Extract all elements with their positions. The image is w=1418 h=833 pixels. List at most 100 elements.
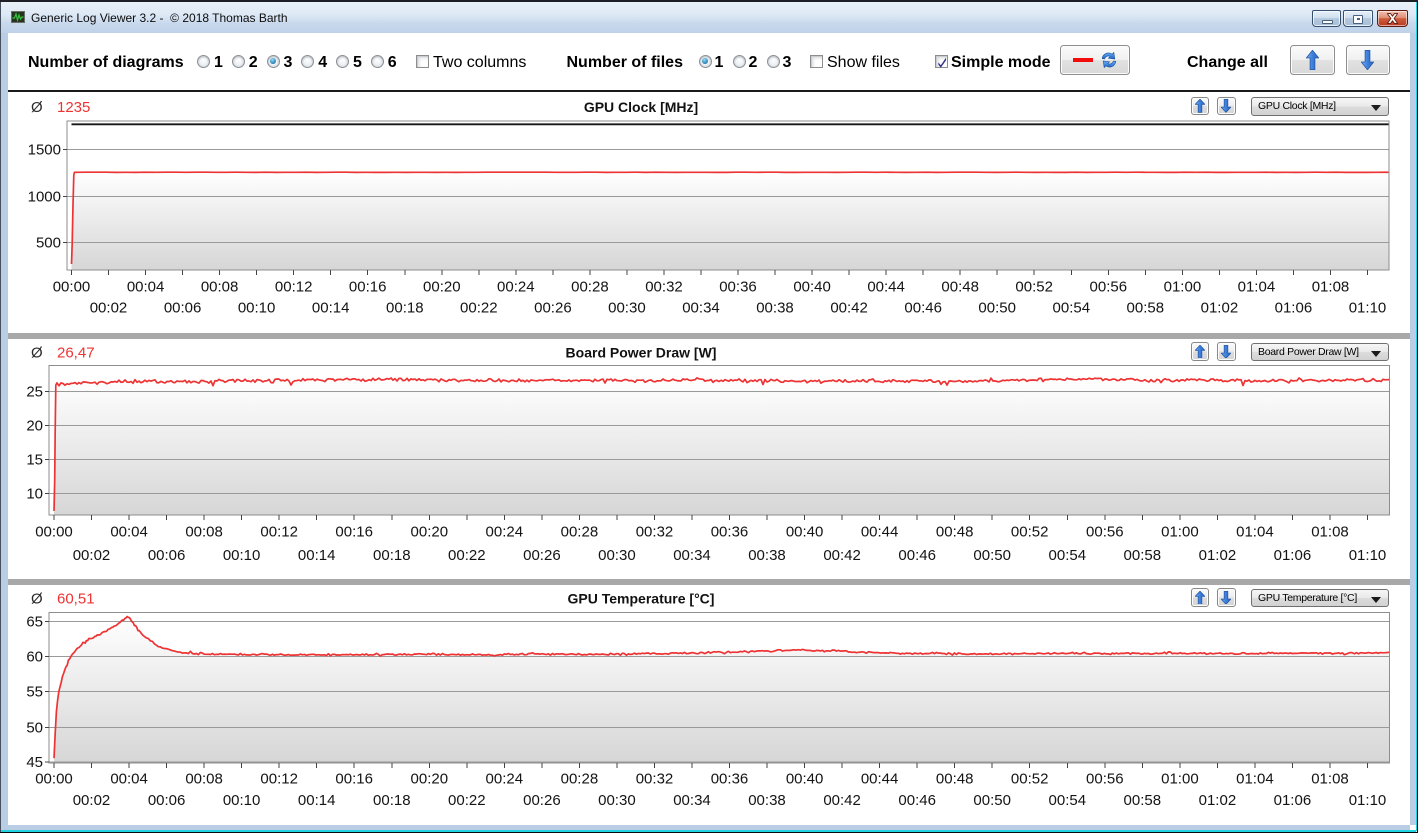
svg-text:00:36: 00:36 [711, 524, 749, 541]
svg-text:00:34: 00:34 [682, 300, 720, 317]
svg-text:00:50: 00:50 [978, 300, 1016, 317]
svg-text:00:08: 00:08 [185, 524, 223, 541]
svg-text:00:52: 00:52 [1011, 524, 1049, 541]
svg-text:1000: 1000 [28, 189, 61, 206]
svg-text:00:00: 00:00 [35, 524, 73, 541]
svg-text:00:22: 00:22 [448, 547, 486, 564]
svg-text:00:54: 00:54 [1049, 792, 1087, 809]
svg-text:00:10: 00:10 [223, 547, 261, 564]
svg-text:01:06: 01:06 [1275, 300, 1313, 317]
svg-text:01:00: 01:00 [1161, 771, 1199, 788]
svg-text:00:08: 00:08 [201, 279, 239, 296]
svg-text:00:04: 00:04 [110, 771, 148, 788]
svg-text:00:12: 00:12 [275, 279, 313, 296]
svg-text:00:56: 00:56 [1086, 771, 1124, 788]
svg-text:01:06: 01:06 [1274, 547, 1312, 564]
svg-text:00:22: 00:22 [448, 792, 486, 809]
svg-text:50: 50 [26, 720, 43, 737]
svg-text:00:00: 00:00 [53, 279, 91, 296]
svg-text:00:12: 00:12 [260, 771, 298, 788]
svg-text:00:46: 00:46 [898, 547, 936, 564]
svg-text:00:58: 00:58 [1127, 300, 1165, 317]
svg-text:00:44: 00:44 [867, 279, 905, 296]
svg-text:00:50: 00:50 [973, 792, 1011, 809]
svg-text:01:08: 01:08 [1312, 279, 1350, 296]
svg-text:01:00: 01:00 [1161, 524, 1199, 541]
svg-text:00:44: 00:44 [861, 524, 899, 541]
svg-text:00:20: 00:20 [411, 524, 449, 541]
svg-text:00:24: 00:24 [497, 279, 535, 296]
svg-text:00:02: 00:02 [90, 300, 128, 317]
svg-text:00:26: 00:26 [523, 547, 561, 564]
svg-text:00:40: 00:40 [786, 771, 824, 788]
svg-text:01:00: 01:00 [1164, 279, 1202, 296]
svg-text:00:34: 00:34 [673, 547, 711, 564]
svg-text:60: 60 [26, 649, 43, 666]
svg-text:00:18: 00:18 [373, 792, 411, 809]
svg-text:00:02: 00:02 [73, 547, 111, 564]
svg-text:00:24: 00:24 [486, 524, 524, 541]
svg-text:00:16: 00:16 [349, 279, 387, 296]
svg-text:00:58: 00:58 [1124, 547, 1162, 564]
svg-text:GPU Temperature [°C]: GPU Temperature [°C] [568, 591, 715, 607]
svg-text:00:08: 00:08 [185, 771, 223, 788]
svg-text:00:48: 00:48 [941, 279, 979, 296]
svg-text:00:30: 00:30 [598, 792, 636, 809]
svg-text:00:16: 00:16 [335, 771, 373, 788]
svg-text:20: 20 [26, 418, 43, 435]
svg-text:00:00: 00:00 [35, 771, 73, 788]
svg-text:25: 25 [26, 384, 43, 401]
svg-text:Ø: Ø [31, 591, 43, 608]
svg-text:00:38: 00:38 [748, 792, 786, 809]
svg-text:00:06: 00:06 [148, 547, 186, 564]
svg-text:00:42: 00:42 [823, 792, 861, 809]
svg-text:01:10: 01:10 [1349, 547, 1387, 564]
svg-text:00:46: 00:46 [898, 792, 936, 809]
svg-text:01:08: 01:08 [1311, 524, 1349, 541]
svg-text:00:14: 00:14 [312, 300, 350, 317]
svg-text:00:34: 00:34 [673, 792, 711, 809]
svg-text:26,47: 26,47 [57, 345, 95, 362]
svg-text:00:58: 00:58 [1124, 792, 1162, 809]
svg-text:00:40: 00:40 [786, 524, 824, 541]
svg-text:00:24: 00:24 [486, 771, 524, 788]
svg-text:45: 45 [26, 754, 43, 771]
svg-text:00:54: 00:54 [1053, 300, 1091, 317]
svg-text:00:32: 00:32 [645, 279, 683, 296]
svg-text:00:52: 00:52 [1011, 771, 1049, 788]
svg-text:GPU Clock [MHz]: GPU Clock [MHz] [584, 99, 698, 115]
svg-text:00:30: 00:30 [608, 300, 646, 317]
svg-text:01:04: 01:04 [1236, 771, 1274, 788]
svg-text:500: 500 [36, 235, 61, 252]
svg-text:00:36: 00:36 [711, 771, 749, 788]
svg-text:00:14: 00:14 [298, 792, 336, 809]
svg-text:00:06: 00:06 [164, 300, 202, 317]
svg-text:00:14: 00:14 [298, 547, 336, 564]
svg-text:15: 15 [26, 452, 43, 469]
svg-text:55: 55 [26, 684, 43, 701]
svg-text:01:02: 01:02 [1199, 792, 1237, 809]
svg-text:01:10: 01:10 [1349, 300, 1387, 317]
svg-text:00:10: 00:10 [238, 300, 276, 317]
svg-text:00:32: 00:32 [636, 771, 674, 788]
svg-text:00:30: 00:30 [598, 547, 636, 564]
svg-text:00:42: 00:42 [823, 547, 861, 564]
svg-text:00:38: 00:38 [748, 547, 786, 564]
svg-text:00:28: 00:28 [561, 771, 599, 788]
svg-text:01:04: 01:04 [1238, 279, 1276, 296]
svg-text:00:26: 00:26 [523, 792, 561, 809]
svg-text:00:42: 00:42 [830, 300, 868, 317]
svg-text:00:46: 00:46 [904, 300, 942, 317]
svg-text:01:06: 01:06 [1274, 792, 1312, 809]
svg-text:00:18: 00:18 [373, 547, 411, 564]
svg-text:65: 65 [26, 614, 43, 631]
svg-text:01:08: 01:08 [1311, 771, 1349, 788]
svg-text:00:36: 00:36 [719, 279, 757, 296]
svg-text:60,51: 60,51 [57, 591, 95, 608]
svg-text:01:02: 01:02 [1199, 547, 1237, 564]
svg-text:00:32: 00:32 [636, 524, 674, 541]
svg-text:1500: 1500 [28, 142, 61, 159]
svg-text:00:04: 00:04 [110, 524, 148, 541]
svg-text:00:20: 00:20 [423, 279, 461, 296]
svg-text:00:50: 00:50 [973, 547, 1011, 564]
